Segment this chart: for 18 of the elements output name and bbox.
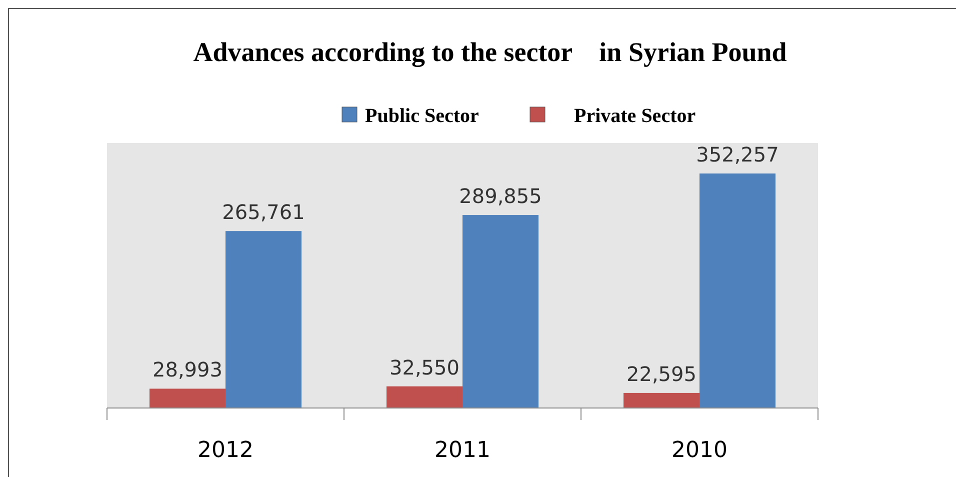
data-label: 289,855: [459, 184, 542, 208]
legend-label: Private Sector: [574, 105, 696, 127]
x-tick-label: 2010: [672, 438, 728, 463]
bar: [700, 173, 776, 408]
data-label: 32,550: [390, 355, 460, 380]
bar: [462, 215, 538, 408]
bar: [624, 392, 700, 408]
legend-label: Public Sector: [365, 105, 479, 127]
data-label: 22,595: [626, 362, 696, 386]
data-label: 352,257: [696, 142, 779, 166]
bar: [386, 386, 462, 408]
data-label: 265,761: [222, 200, 305, 224]
bar: [150, 388, 226, 408]
x-tick-label: 2011: [434, 438, 490, 463]
chart-title: Advances according to the sector in Syrian Pound: [193, 37, 787, 67]
data-label: 28,993: [152, 358, 222, 382]
bar: [226, 231, 302, 408]
x-tick-label: 2012: [198, 438, 254, 463]
